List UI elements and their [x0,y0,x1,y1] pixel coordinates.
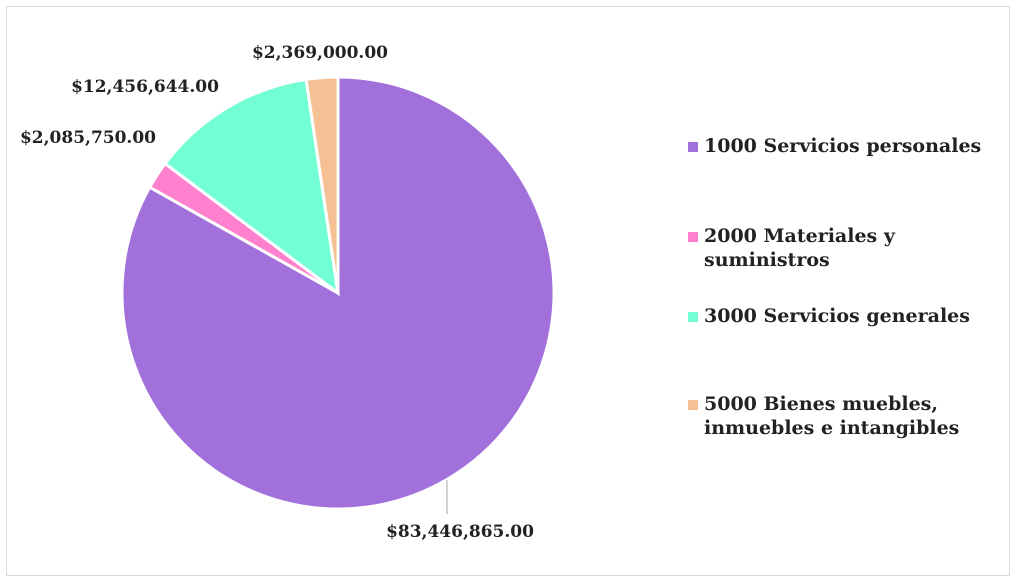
legend-label-2: 2000 Materiales y suministros [704,225,896,271]
data-label-1: $83,446,865.00 [386,522,534,542]
legend-swatch-3 [688,312,698,322]
pie-slice-3 [162,77,341,297]
legend-swatch-2 [688,232,698,242]
data-label-4: $2,369,000.00 [252,43,388,63]
legend-swatch-1 [688,142,698,152]
legend-label-4: 5000 Bienes muebles, inmuebles e intangib… [704,393,959,439]
legend-swatch-4 [688,400,698,410]
legend-label-1: 1000 Servicios personales [704,135,981,157]
data-label-2: $2,085,750.00 [20,128,156,148]
pie-slice-4 [304,75,340,294]
data-label-3: $12,456,644.00 [71,77,219,97]
legend-label-3: 3000 Servicios generales [704,305,970,327]
